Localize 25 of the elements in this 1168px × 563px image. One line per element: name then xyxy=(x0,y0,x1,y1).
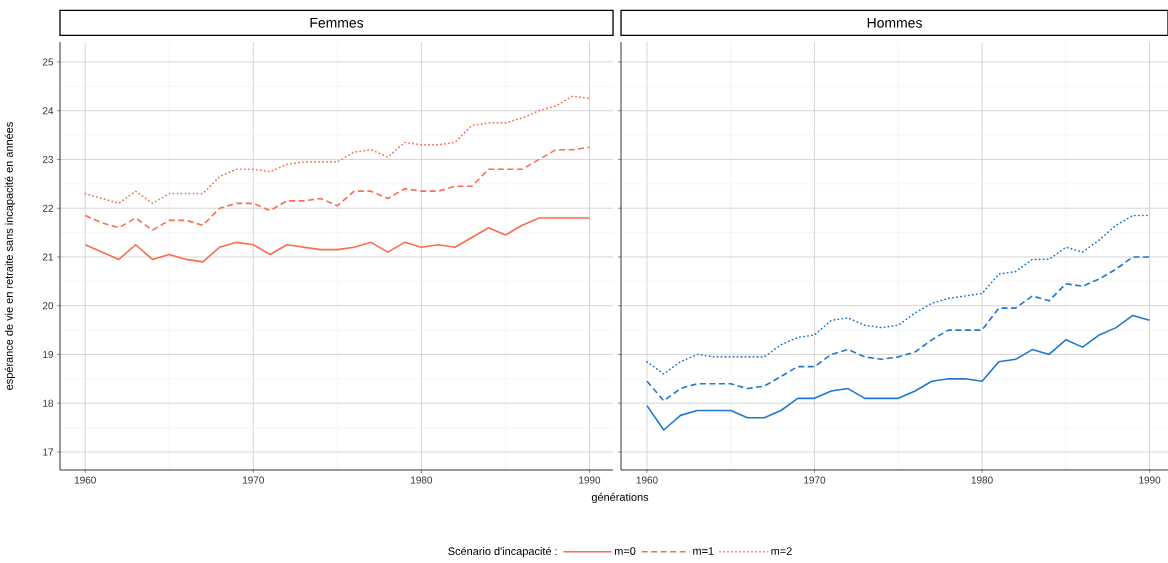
legend-label: m=0 xyxy=(614,547,636,555)
legend-label: m=2 xyxy=(771,547,792,555)
x-tick-label: 1960 xyxy=(636,476,658,484)
y-tick-label: 19 xyxy=(43,350,54,358)
x-axis-title: générations xyxy=(591,492,649,504)
y-tick-label: 20 xyxy=(42,302,54,310)
x-tick-label: 1990 xyxy=(579,476,601,484)
x-tick-label: 1980 xyxy=(971,476,993,484)
legend-label: m=1 xyxy=(693,547,714,555)
x-tick-label: 1990 xyxy=(1139,476,1161,484)
y-tick-label: 25 xyxy=(42,58,54,66)
y-tick-label: 24 xyxy=(42,107,54,115)
y-tick-label: 22 xyxy=(42,204,53,212)
x-tick-label: 1980 xyxy=(411,476,433,484)
y-tick-label: 18 xyxy=(43,399,54,407)
x-tick-label: 1960 xyxy=(74,476,96,484)
legend-title: Scénario d'incapacité : xyxy=(448,546,557,558)
y-axis-title: espérance de vie en retraite sans incapacité en années xyxy=(4,122,16,390)
x-tick-label: 1970 xyxy=(804,476,826,484)
chart-title: Hommes xyxy=(867,17,922,28)
y-tick-label: 17 xyxy=(43,448,53,456)
x-tick-label: 1970 xyxy=(242,476,264,484)
y-tick-label: 23 xyxy=(42,155,54,163)
chart-title: Femmes xyxy=(310,17,364,28)
y-tick-label: 21 xyxy=(42,253,54,261)
